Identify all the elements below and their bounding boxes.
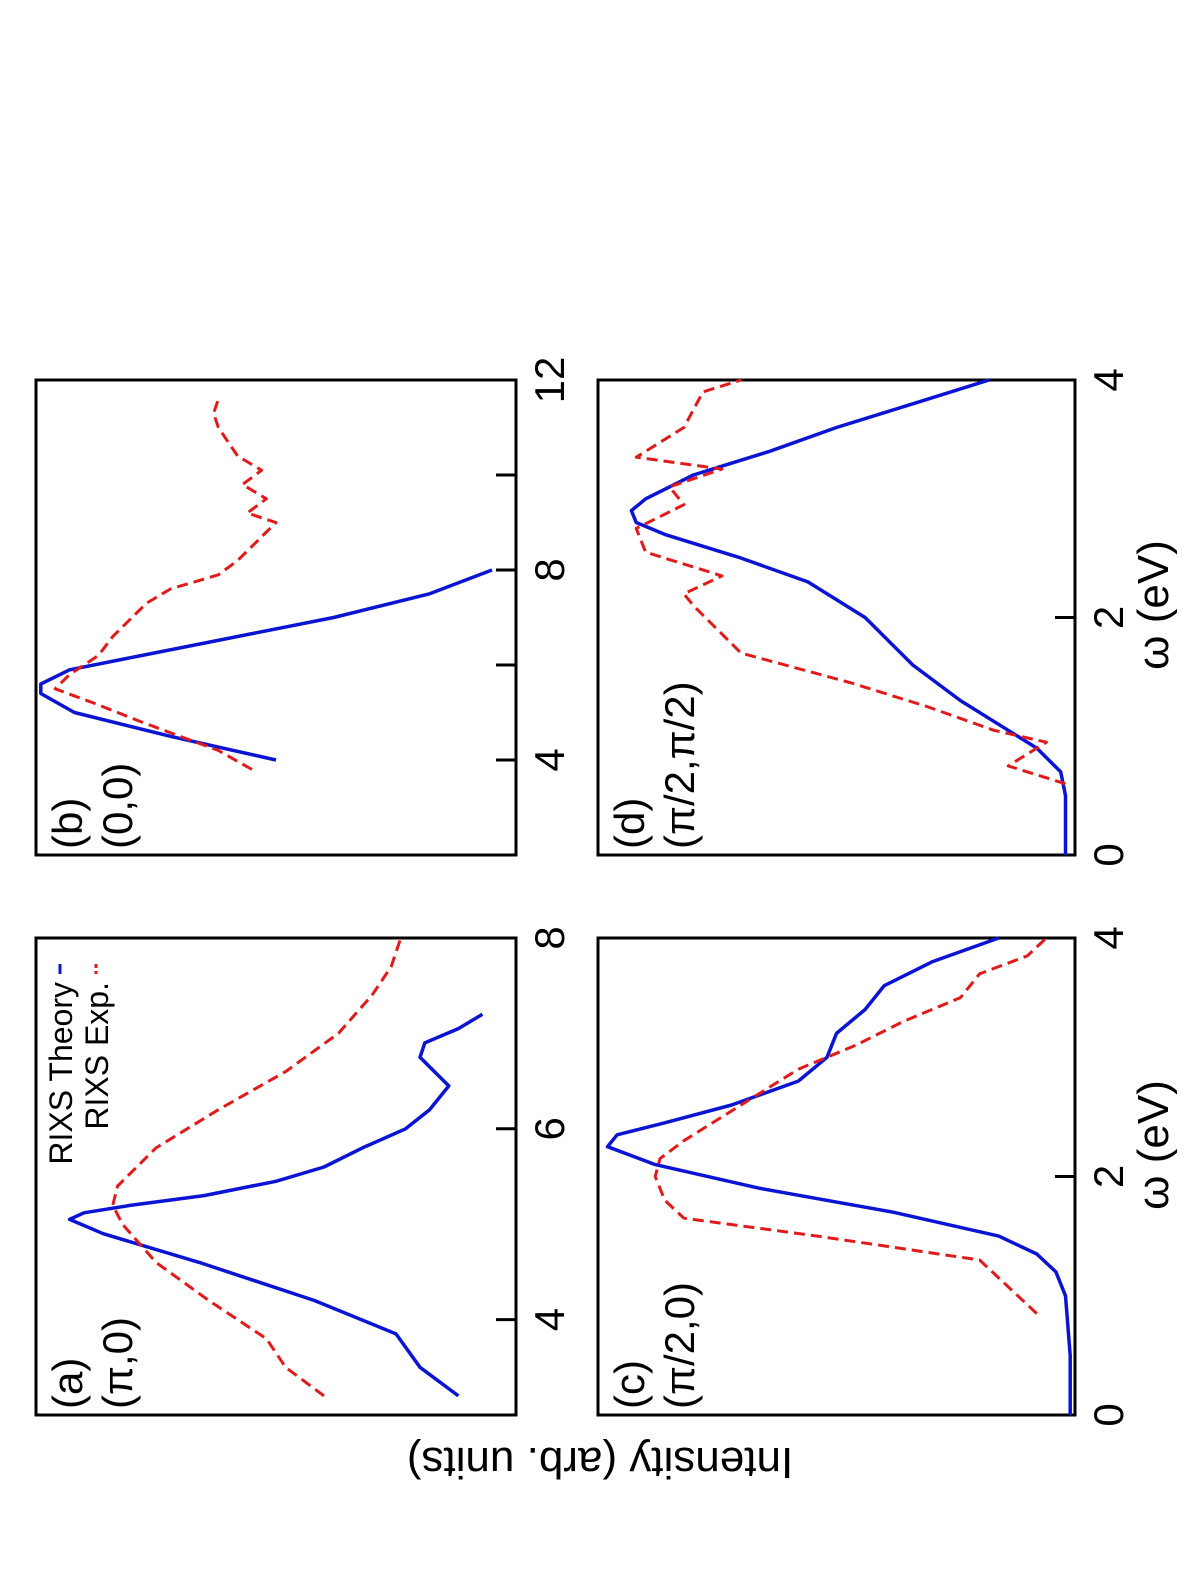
panel-frame-a: [34, 936, 518, 1417]
xtick-label-group-b-8: 8: [526, 558, 573, 581]
xtick-label-group-c-4: 4: [1085, 926, 1132, 949]
panel-label-d: (d): [606, 798, 653, 849]
legend-label-0: RIXS Theory: [43, 982, 79, 1165]
panel-c: 0 2 4 (c) (π/2,0): [596, 926, 1132, 1427]
xtick-label-group-d-0: 0: [1085, 843, 1132, 866]
series-b-exp: [53, 398, 278, 771]
q-label-b: (0,0): [94, 763, 141, 849]
q-label-d: (π/2,π/2): [656, 681, 703, 849]
xtick-label-b-12: 12: [526, 357, 573, 404]
panel-label-group-c: (c): [606, 1360, 653, 1409]
xtick-label-b-4: 4: [526, 748, 573, 771]
xlabel-panel-c: ω (eV): [1129, 1080, 1178, 1210]
legend-label-1: RIXS Exp.: [79, 982, 115, 1130]
panel-label-c: (c): [606, 1360, 653, 1409]
q-label-group-b: (0,0): [94, 763, 141, 849]
xtick-label-a-6: 6: [526, 1117, 573, 1140]
series-b-theory: [39, 568, 493, 762]
xtick-label-b-8: 8: [526, 558, 573, 581]
series-c-exp: [653, 936, 1048, 1315]
xtick-label-a-4: 4: [526, 1308, 573, 1331]
series-d-exp: [634, 378, 1066, 786]
figure-xlabel-group-left: ω (eV): [1129, 1080, 1178, 1210]
panel-label-group-b: (b): [44, 798, 91, 849]
q-label-group-c: (π/2,0): [656, 1282, 703, 1409]
figure-ylabel-group: Intensity (arb. units): [407, 1438, 793, 1487]
xtick-label-group-b-12: 12: [526, 357, 573, 404]
xtick-label-c-4: 4: [1085, 926, 1132, 949]
series-c-theory: [605, 936, 1072, 1415]
series-a-theory: [67, 1012, 484, 1398]
panel-a: 4 6 8 (a) (π,0) RIXS Theory RIXS Exp.: [34, 926, 573, 1417]
xtick-label-group-d-4: 4: [1085, 368, 1132, 391]
q-label-a: (π,0): [94, 1317, 141, 1409]
legend-label-group-0: RIXS Theory: [43, 982, 79, 1165]
panel-b: 4 8 12 (b) (0,0): [34, 357, 573, 857]
xtick-label-a-8: 8: [526, 926, 573, 949]
q-label-c: (π/2,0): [656, 1282, 703, 1409]
panel-d: 0 2 4 (d) (π/2,π/2): [596, 368, 1132, 867]
figure-xlabel-group-right: ω (eV): [1129, 540, 1178, 670]
panel-label-b: (b): [44, 798, 91, 849]
panel-label-a: (a): [44, 1358, 91, 1409]
panel-frame-b: [34, 378, 518, 857]
xtick-label-d-0: 0: [1085, 843, 1132, 866]
q-label-group-d: (π/2,π/2): [656, 681, 703, 849]
legend-label-group-1: RIXS Exp.: [79, 982, 115, 1130]
xtick-label-d-2: 2: [1085, 606, 1132, 629]
xtick-label-group-d-2: 2: [1085, 606, 1132, 629]
panels: 4 6 8 (a) (π,0) RIXS Theory RIXS Exp. 4 8 12 (b) (0…: [34, 357, 1132, 1427]
xtick-label-c-0: 0: [1085, 1403, 1132, 1426]
xtick-label-group-a-8: 8: [526, 926, 573, 949]
xtick-label-group-c-2: 2: [1085, 1165, 1132, 1188]
xlabel-panel-d: ω (eV): [1129, 540, 1178, 670]
panel-label-group-d: (d): [606, 798, 653, 849]
panel-label-group-a: (a): [44, 1358, 91, 1409]
figure-ylabel: Intensity (arb. units): [407, 1438, 793, 1487]
xtick-label-d-4: 4: [1085, 368, 1132, 391]
series-a-exp: [111, 937, 403, 1398]
xtick-label-group-b-4: 4: [526, 748, 573, 771]
xtick-label-group-c-0: 0: [1085, 1403, 1132, 1426]
xtick-label-group-a-6: 6: [526, 1117, 573, 1140]
xtick-label-c-2: 2: [1085, 1165, 1132, 1188]
q-label-group-a: (π,0): [94, 1317, 141, 1409]
xtick-label-group-a-4: 4: [526, 1308, 573, 1331]
